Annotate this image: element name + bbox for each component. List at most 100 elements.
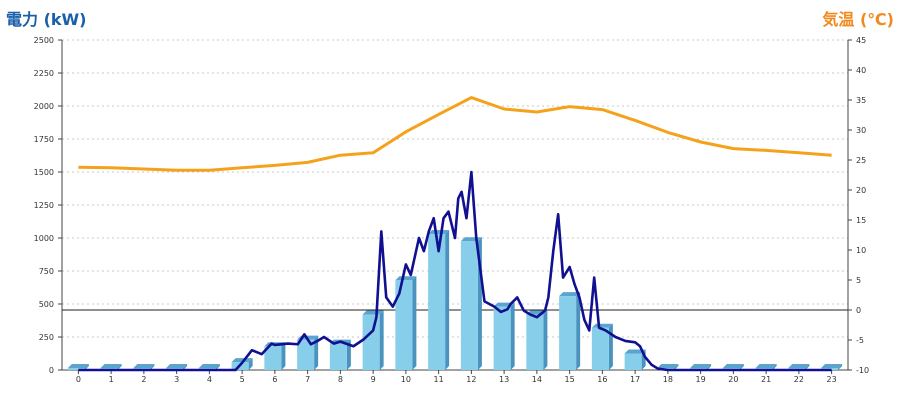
bar-top bbox=[166, 364, 188, 369]
grid-lines bbox=[62, 39, 848, 338]
x-tick-label: 0 bbox=[76, 375, 81, 384]
x-tick-label: 14 bbox=[532, 375, 542, 384]
bar-top bbox=[133, 364, 155, 369]
bar-side bbox=[183, 364, 188, 370]
bar-top bbox=[362, 310, 384, 315]
axes bbox=[58, 39, 852, 374]
x-tick-label: 6 bbox=[272, 375, 277, 384]
bar bbox=[329, 343, 347, 370]
bar-side bbox=[772, 364, 777, 370]
bar-side bbox=[314, 335, 319, 370]
y-left-tick-label: 250 bbox=[39, 333, 54, 342]
x-tick-label: 4 bbox=[207, 375, 212, 384]
bar-side bbox=[379, 310, 384, 370]
bar-top bbox=[231, 358, 253, 363]
x-tick-label: 8 bbox=[338, 375, 343, 384]
bar-top bbox=[788, 364, 810, 369]
y-right-tick-label: -5 bbox=[856, 336, 864, 345]
bar-side bbox=[215, 364, 220, 370]
line-series bbox=[78, 96, 832, 372]
y-left-tick-label: 500 bbox=[39, 300, 54, 309]
bar-top bbox=[755, 364, 777, 369]
bar-side bbox=[150, 364, 155, 370]
y-left-tick-label: 1250 bbox=[34, 201, 54, 210]
x-tick-label: 19 bbox=[696, 375, 706, 384]
y-right-tick-label: 5 bbox=[856, 276, 861, 285]
bar bbox=[395, 280, 413, 370]
bar-side bbox=[248, 358, 253, 370]
bar-top bbox=[395, 276, 417, 281]
x-tick-label: 13 bbox=[499, 375, 509, 384]
tick-labels: 02505007501000125015001750200022502500-1… bbox=[34, 36, 869, 384]
temperature-line bbox=[78, 96, 832, 172]
x-tick-label: 7 bbox=[305, 375, 310, 384]
y-right-tick-label: 10 bbox=[856, 246, 866, 255]
bar bbox=[428, 234, 446, 370]
bar-side bbox=[739, 364, 744, 370]
bar-top bbox=[821, 364, 843, 369]
y-right-axis-title: 気温 (℃) bbox=[822, 10, 894, 29]
y-left-tick-label: 1750 bbox=[34, 135, 54, 144]
bar bbox=[526, 314, 544, 370]
bar bbox=[559, 296, 577, 370]
bar-top bbox=[690, 364, 712, 369]
x-tick-label: 2 bbox=[141, 375, 146, 384]
x-tick-label: 23 bbox=[827, 375, 837, 384]
x-tick-label: 16 bbox=[597, 375, 607, 384]
x-tick-label: 17 bbox=[630, 375, 640, 384]
bar-top bbox=[722, 364, 744, 369]
bar bbox=[67, 368, 85, 370]
bar-top bbox=[624, 349, 646, 354]
y-right-tick-label: -10 bbox=[856, 366, 869, 375]
y-left-axis-title: 電力 (kW) bbox=[6, 10, 87, 29]
x-tick-label: 9 bbox=[371, 375, 376, 384]
bar-top bbox=[591, 323, 613, 328]
bar-side bbox=[84, 364, 89, 370]
y-left-tick-label: 2500 bbox=[34, 36, 54, 45]
x-tick-label: 18 bbox=[663, 375, 673, 384]
bar bbox=[493, 306, 511, 370]
x-tick-label: 21 bbox=[761, 375, 771, 384]
y-right-tick-label: 25 bbox=[856, 156, 866, 165]
y-right-tick-label: 40 bbox=[856, 66, 866, 75]
bar-top bbox=[559, 292, 581, 297]
y-right-tick-label: 20 bbox=[856, 186, 866, 195]
power-line bbox=[78, 170, 832, 372]
x-tick-label: 12 bbox=[466, 375, 476, 384]
y-right-tick-label: 15 bbox=[856, 216, 866, 225]
y-right-tick-label: 0 bbox=[856, 306, 861, 315]
x-tick-label: 15 bbox=[565, 375, 575, 384]
bar-top bbox=[428, 230, 450, 235]
bar bbox=[362, 314, 380, 370]
y-left-tick-label: 1000 bbox=[34, 234, 54, 243]
x-tick-label: 20 bbox=[728, 375, 738, 384]
bar-side bbox=[445, 230, 450, 370]
bar-side bbox=[576, 292, 581, 370]
bar-side bbox=[346, 339, 351, 370]
y-right-tick-label: 45 bbox=[856, 36, 866, 45]
bar bbox=[591, 327, 609, 370]
y-left-tick-label: 1500 bbox=[34, 168, 54, 177]
x-tick-label: 3 bbox=[174, 375, 179, 384]
x-tick-label: 5 bbox=[240, 375, 245, 384]
bar-side bbox=[281, 342, 286, 370]
bar-side bbox=[838, 364, 843, 370]
bar bbox=[460, 241, 478, 370]
y-left-tick-label: 2250 bbox=[34, 69, 54, 78]
bar-side bbox=[674, 364, 679, 370]
bar-side bbox=[707, 364, 712, 370]
bar bbox=[624, 353, 642, 370]
bar-top bbox=[657, 364, 679, 369]
bar-top bbox=[100, 364, 122, 369]
bar-top bbox=[198, 364, 220, 369]
y-left-tick-label: 0 bbox=[49, 366, 54, 375]
bar-side bbox=[608, 323, 613, 370]
bar-series bbox=[67, 230, 843, 370]
x-tick-label: 1 bbox=[109, 375, 114, 384]
y-right-tick-label: 30 bbox=[856, 126, 866, 135]
x-tick-label: 10 bbox=[401, 375, 411, 384]
bar-side bbox=[510, 302, 515, 370]
bar bbox=[297, 339, 315, 370]
bar bbox=[264, 346, 282, 370]
